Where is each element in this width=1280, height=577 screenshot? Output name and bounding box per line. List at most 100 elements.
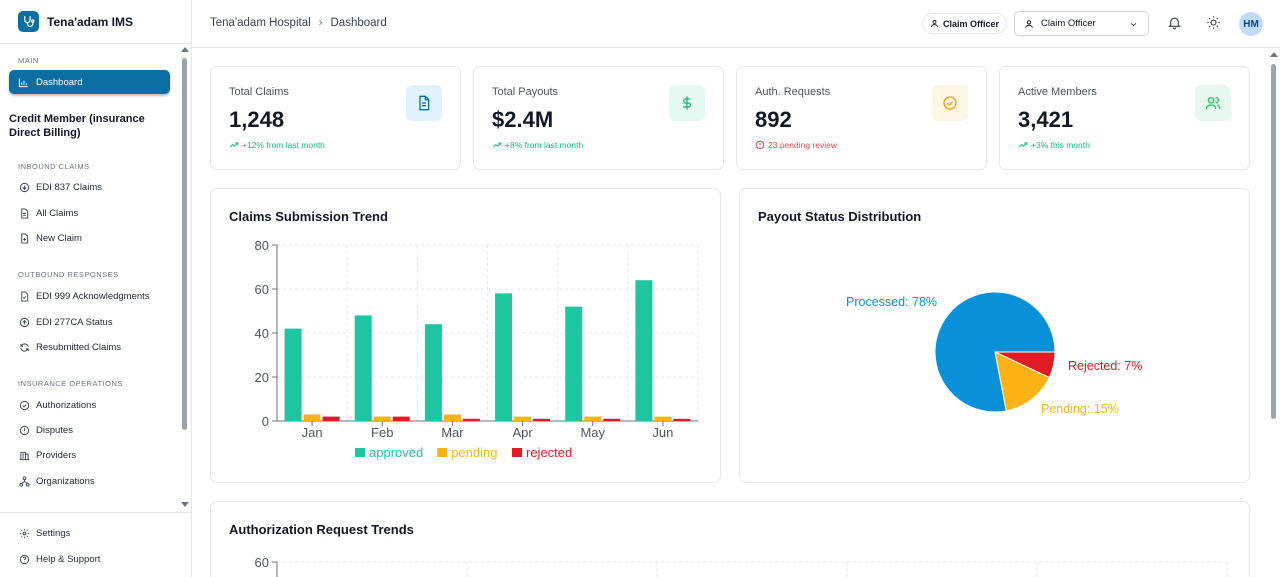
sidebar-item-help-support[interactable]: Help & Support [18, 553, 100, 565]
chevron-right-icon: › [318, 17, 323, 29]
role-select[interactable]: Claim Officer [1014, 11, 1149, 36]
sidebar-item-organizations[interactable]: Organizations [18, 475, 95, 487]
sidebar-item-label: Authorizations [36, 399, 97, 411]
sidebar-scroll-thumb[interactable] [182, 58, 187, 430]
sidebar: Tena'adam IMS MAIN Dashboard Credit Memb… [0, 0, 192, 577]
role-badge: Claim Officer [922, 13, 1008, 34]
y-tick-label: 60 [255, 555, 269, 570]
bar-approved-feb [354, 315, 372, 421]
payout-distribution-title: Payout Status Distribution [758, 209, 922, 224]
y-tick-label: 0 [262, 414, 269, 429]
bell-icon[interactable] [1167, 15, 1182, 30]
chevron-down-icon [1129, 20, 1138, 29]
bar-pending-jan [303, 414, 321, 421]
role-badge-label: Claim Officer [943, 18, 1000, 29]
legend-swatch-approved [355, 448, 365, 457]
claims-trend-card: Claims Submission Trend 0 20 40 60 80 Jan Feb M… [210, 188, 721, 483]
sidebar-item-label: Providers [36, 449, 77, 461]
bar-rejected-apr [533, 418, 551, 421]
sidebar-item-label: Settings [36, 527, 71, 539]
stat-label: Total Claims [229, 86, 289, 98]
stat-card-active-members: Active Members 3,421 +3% this month [999, 66, 1250, 170]
sidebar-item-providers[interactable]: Providers [18, 449, 76, 461]
stat-value: 1,248 [229, 107, 285, 132]
sidebar-item-all-claims[interactable]: All Claims [18, 207, 78, 219]
stat-trend: +3% this month [1018, 140, 1090, 150]
stat-value: 3,421 [1018, 107, 1074, 132]
sidebar-item-label: EDI 277CA Status [36, 316, 113, 328]
sidebar-item-authorizations[interactable]: Authorizations [18, 399, 96, 411]
pie-slice-pending [994, 351, 1050, 412]
trending-up-icon [1018, 140, 1028, 150]
stat-trend-text: +8% from last month [505, 140, 584, 150]
alert-circle-icon [18, 424, 30, 436]
bar-approved-may [565, 306, 583, 421]
bar-rejected-jun [673, 418, 691, 421]
pie-label-processed: Processed: 78% [846, 295, 937, 309]
check-circle-icon [932, 85, 968, 121]
y-tick-label: 20 [255, 370, 269, 385]
stat-trend-text: +12% from last month [242, 140, 325, 150]
group-title: Credit Member (insurance Direct Billing) [9, 113, 145, 139]
sidebar-item-disputes[interactable]: Disputes [18, 424, 73, 436]
breadcrumb-dashboard: Dashboard [330, 17, 387, 29]
legend-label-approved: approved [369, 445, 423, 460]
chart-legend: approved pending rejected [355, 445, 572, 460]
scroll-up-arrow-icon[interactable] [1270, 52, 1278, 57]
top-header: Tena'adam Hospital › Dashboard Claim Off… [192, 0, 1280, 48]
x-tick-label: Jun [652, 425, 673, 440]
stat-value: 892 [755, 107, 792, 132]
bar-pending-mar [443, 414, 461, 421]
claims-trend-chart: 0 20 40 60 80 Jan Feb Mar Apr May Jun approved pendi… [255, 238, 699, 460]
sidebar-item-resubmitted-claims[interactable]: Resubmitted Claims [18, 341, 121, 353]
document-icon [406, 85, 442, 121]
trending-up-icon [229, 140, 239, 150]
document-icon [18, 207, 30, 219]
user-icon [1024, 19, 1034, 29]
bar-pending-may [584, 416, 602, 421]
sidebar-item-settings[interactable]: Settings [18, 527, 70, 539]
document-plus-icon [18, 232, 30, 244]
sidebar-item-label: Help & Support [36, 553, 101, 565]
stat-card-total-claims: Total Claims 1,248 +12% from last month [210, 66, 461, 170]
sidebar-item-edi-837-claims[interactable]: EDI 837 Claims [18, 181, 102, 193]
stat-trend: 23 pending review [755, 140, 837, 150]
document-check-icon [18, 290, 30, 302]
sidebar-item-label: All Claims [36, 207, 79, 219]
brand[interactable]: Tena'adam IMS [0, 0, 191, 44]
x-tick-label: May [580, 425, 605, 440]
scroll-down-arrow-icon[interactable] [181, 502, 189, 507]
scroll-up-arrow-icon[interactable] [181, 47, 189, 52]
section-main: MAIN [18, 56, 39, 65]
sidebar-item-label: EDI 837 Claims [36, 181, 102, 193]
sidebar-item-new-claim[interactable]: New Claim [18, 232, 82, 244]
sidebar-item-label: Resubmitted Claims [36, 341, 121, 353]
y-tick-label: 80 [255, 238, 269, 253]
sidebar-item-edi-277ca[interactable]: EDI 277CA Status [18, 316, 113, 328]
sidebar-item-label: Disputes [36, 424, 73, 436]
stat-value: $2.4M [492, 107, 554, 132]
section-insurance-operations: INSURANCE OPERATIONS [18, 379, 123, 388]
y-tick-label: 40 [255, 326, 269, 341]
sidebar-item-label: Dashboard [36, 76, 83, 88]
role-select-value: Claim Officer [1041, 18, 1096, 29]
gear-icon [18, 527, 30, 539]
sidebar-item-dashboard[interactable]: Dashboard [9, 70, 170, 94]
trending-up-icon [492, 140, 502, 150]
legend-swatch-pending [437, 448, 448, 457]
stat-trend-text: +3% this month [1031, 140, 1090, 150]
stethoscope-icon [18, 11, 39, 32]
auth-trends-chart: 60 [255, 555, 1228, 577]
bar-pending-jun [654, 416, 672, 421]
breadcrumb-hospital[interactable]: Tena'adam Hospital [210, 17, 311, 29]
x-tick-label: Mar [441, 425, 464, 440]
app-name: Tena'adam IMS [47, 14, 133, 29]
avatar[interactable]: HM [1239, 12, 1263, 36]
payout-distribution-card: Payout Status Distribution Processed: 78… [739, 188, 1250, 483]
sun-icon[interactable] [1206, 15, 1221, 30]
stat-trend: +8% from last month [492, 140, 583, 150]
sidebar-item-edi-999[interactable]: EDI 999 Acknowledgments [18, 290, 150, 302]
main-scroll-thumb[interactable] [1271, 64, 1276, 419]
bar-rejected-jan [322, 416, 340, 421]
stat-trend-text: 23 pending review [768, 140, 837, 150]
